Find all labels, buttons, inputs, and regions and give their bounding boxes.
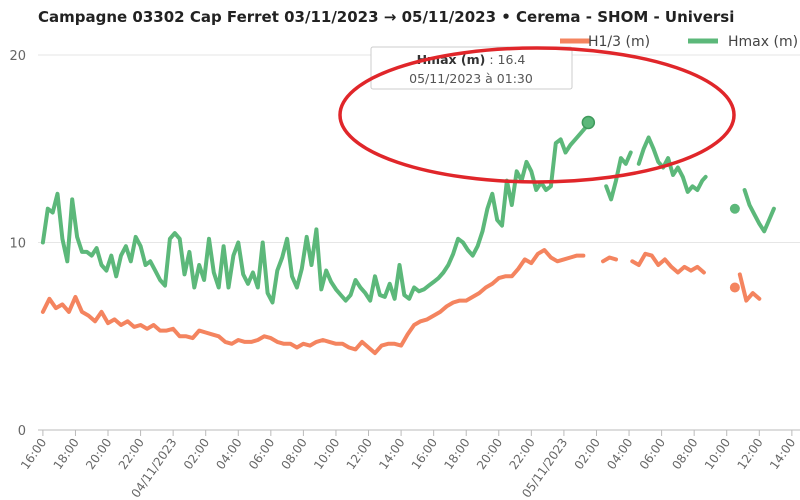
series-line-segment bbox=[636, 135, 708, 194]
series-line-segment bbox=[40, 120, 591, 305]
legend-item[interactable]: H1/3 (m) bbox=[560, 34, 650, 50]
x-tick-label: 18:00 bbox=[51, 436, 82, 472]
red-ellipse-annotation bbox=[338, 46, 736, 184]
x-tick-label: 02:00 bbox=[181, 436, 212, 472]
x-tick-label: 22:00 bbox=[506, 436, 537, 472]
x-tick-label: 14:00 bbox=[376, 436, 407, 472]
x-tick-label: 08:00 bbox=[669, 436, 700, 472]
tooltip: Hmax (m) : 16.4 05/11/2023 à 01:30 bbox=[370, 46, 573, 90]
x-tick-label: 12:00 bbox=[734, 436, 765, 472]
x-tick-label: 06:00 bbox=[637, 436, 668, 472]
x-tick-label: 16:00 bbox=[409, 436, 440, 472]
series-line-segment bbox=[601, 255, 618, 264]
y-tick-label: 10 bbox=[9, 237, 26, 252]
x-tick-label: 20:00 bbox=[83, 436, 114, 472]
legend-label: H1/3 (m) bbox=[588, 34, 650, 50]
y-tick-label: 20 bbox=[9, 49, 26, 64]
series-h1-3-m[interactable] bbox=[40, 248, 762, 356]
legend-label: Hmax (m) bbox=[728, 34, 798, 50]
tooltip-value: Hmax (m) : 16.4 bbox=[417, 52, 526, 67]
x-tick-label: 12:00 bbox=[344, 436, 375, 472]
hovered-point[interactable] bbox=[581, 115, 596, 130]
legend[interactable]: H1/3 (m) Hmax (m) bbox=[560, 34, 798, 50]
series-line-segment bbox=[604, 150, 633, 202]
tooltip-datetime: 05/11/2023 à 01:30 bbox=[409, 71, 533, 86]
x-tick-label: 10:00 bbox=[311, 436, 342, 472]
legend-item[interactable]: Hmax (m) bbox=[688, 34, 798, 50]
series-hmax-m[interactable] bbox=[40, 115, 776, 305]
tooltip-box bbox=[370, 46, 573, 90]
x-tick-label: 14:00 bbox=[767, 436, 798, 472]
x-tick-label: 06:00 bbox=[246, 436, 277, 472]
x-tick-label: 02:00 bbox=[572, 436, 603, 472]
series-line-segment bbox=[737, 272, 762, 303]
series-line-segment bbox=[742, 188, 776, 234]
chart-title: Campagne 03302 Cap Ferret 03/11/2023 → 0… bbox=[38, 8, 734, 26]
series-lines bbox=[40, 115, 776, 356]
x-tick-label: 08:00 bbox=[279, 436, 310, 472]
series-line-segment bbox=[630, 251, 706, 275]
annotation-ellipse bbox=[338, 46, 736, 184]
series-line-segment bbox=[40, 248, 586, 356]
tooltip-value-text: : 16.4 bbox=[485, 52, 525, 67]
x-tick-label: 18:00 bbox=[441, 436, 472, 472]
x-tick-label: 20:00 bbox=[474, 436, 505, 472]
x-tick-label: 04:00 bbox=[604, 436, 635, 472]
tooltip-series-label: Hmax (m) bbox=[417, 52, 486, 67]
series-point bbox=[729, 203, 740, 214]
x-tick-label: 16:00 bbox=[18, 436, 49, 472]
x-tick-label: 22:00 bbox=[116, 436, 147, 472]
series-point bbox=[729, 282, 740, 293]
x-tick-label: 04:00 bbox=[213, 436, 244, 472]
y-axis: 0 10 20 bbox=[9, 49, 26, 439]
x-tick-label: 10:00 bbox=[702, 436, 733, 472]
y-tick-label: 0 bbox=[18, 424, 26, 439]
grid-lines bbox=[38, 54, 800, 431]
